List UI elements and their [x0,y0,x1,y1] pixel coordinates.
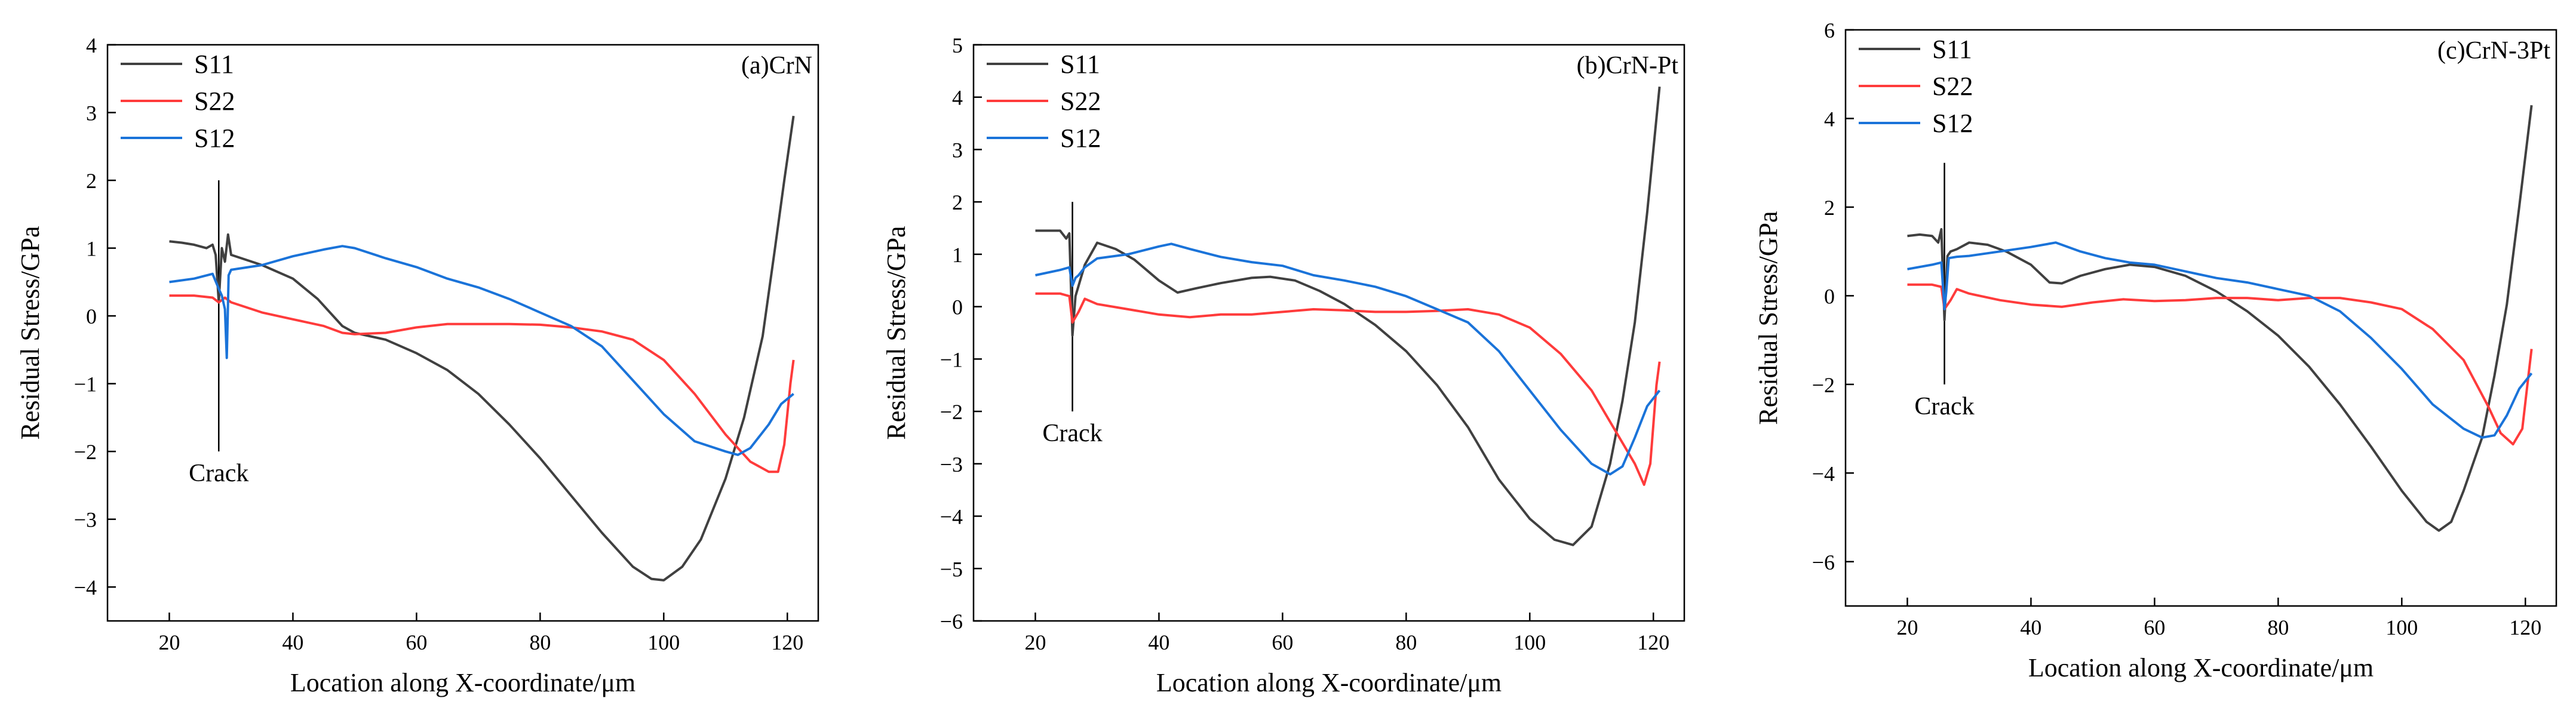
legend-label-s11: S11 [194,50,234,79]
y-tick-label: 4 [1824,107,1835,131]
y-tick-label: 0 [952,296,963,319]
y-tick-label: −2 [1812,373,1835,397]
series-line-s12 [169,245,794,456]
panel-title: (c)CrN-3Pt [2437,37,2550,64]
legend-label-s12: S12 [194,124,235,153]
plot-frame [1844,29,2557,607]
x-tick-label: 20 [1896,616,1918,639]
y-axis-title: Residual Stress/GPa [1754,211,1783,424]
x-tick-label: 80 [1395,630,1417,654]
x-tick-label: 20 [1024,630,1046,654]
y-tick-label: 5 [952,33,963,57]
y-tick-label: −4 [1812,462,1835,485]
legend-label-s12: S12 [1932,109,1973,138]
plot-frame [972,44,1685,622]
y-axis-title: Residual Stress/GPa [16,226,45,439]
x-tick-label: 80 [529,630,551,654]
panel-crn: 20 40 60 80 100 120 −4 −3 −2 −1 0 1 2 3 4 Location alon… [16,33,819,697]
x-tick-label: 20 [158,630,180,654]
panel-title: (a)CrN [741,52,812,79]
x-tick-label: 100 [1513,630,1546,654]
legend-label-s11: S11 [1060,50,1100,79]
y-tick-label: 1 [952,243,963,267]
y-tick-label: −6 [1812,550,1835,574]
legend-label-s22: S22 [1932,72,1973,101]
y-tick-label: 2 [86,169,97,193]
y-tick-label: 3 [952,138,963,162]
y-tick-label: −4 [74,576,97,599]
y-tick-label: 2 [952,190,963,214]
y-tick-label: −6 [940,610,963,633]
x-tick-label: 60 [2144,616,2165,639]
series-line-s11 [169,115,795,582]
crack-label: Crack [1042,420,1102,447]
x-tick-label: 60 [1272,630,1293,654]
x-tick-label: 120 [1637,630,1669,654]
x-axis-title: Location along X-coordinate/μm [2028,653,2374,682]
legend-label-s22: S22 [194,87,235,116]
x-tick-label: 120 [771,630,803,654]
x-tick-label: 40 [2020,616,2041,639]
x-tick-label: 100 [2385,616,2418,639]
x-tick-label: 120 [2509,616,2541,639]
y-tick-label: −2 [74,440,97,464]
series-line-s22 [1035,292,1661,486]
y-tick-label: 4 [86,33,97,57]
plot-frame [106,44,819,622]
x-tick-label: 60 [406,630,427,654]
y-tick-label: 3 [86,101,97,125]
y-axis-title: Residual Stress/GPa [882,226,911,439]
y-tick-label: 6 [1824,19,1835,42]
y-tick-label: −2 [940,400,963,424]
legend-label-s22: S22 [1060,87,1101,116]
panel-title: (b)CrN-Pt [1577,52,1679,79]
y-tick-label: −5 [940,557,963,581]
series-line-s12 [1907,241,2533,439]
x-tick-label: 100 [647,630,680,654]
y-tick-label: 0 [1824,284,1835,308]
series-line-s12 [1035,242,1661,476]
y-tick-label: 2 [1824,196,1835,220]
panel-crn-pt: 20 40 60 80 100 120 −6 −5 −4 −3 −2 −1 0 1 2 3 4 5 Location… [882,33,1685,697]
legend-label-s12: S12 [1060,124,1101,153]
series-line-s11 [1907,104,2533,532]
x-tick-label: 80 [2267,616,2289,639]
series-line-s22 [169,294,795,473]
x-axis-title: Location along X-coordinate/μm [290,668,635,697]
y-tick-label: 1 [86,237,97,261]
panel-crn-3pt: 20 40 60 80 100 120 −6 −4 −2 0 2 4 6 Location along X… [1754,19,2557,682]
x-axis-title: Location along X-coordinate/μm [1156,668,1502,697]
crack-label: Crack [189,460,248,487]
y-tick-label: −4 [940,505,963,529]
x-tick-label: 40 [282,630,303,654]
y-tick-label: −1 [940,347,963,371]
y-tick-label: −3 [940,453,963,476]
y-tick-label: −3 [74,508,97,532]
series-line-s22 [1907,283,2533,446]
y-tick-label: 0 [86,304,97,328]
crack-label: Crack [1914,393,1974,420]
y-tick-label: 4 [952,86,963,110]
series-line-s11 [1035,87,1661,546]
x-tick-label: 40 [1148,630,1169,654]
legend-label-s11: S11 [1932,35,1972,64]
y-tick-label: −1 [74,373,97,396]
